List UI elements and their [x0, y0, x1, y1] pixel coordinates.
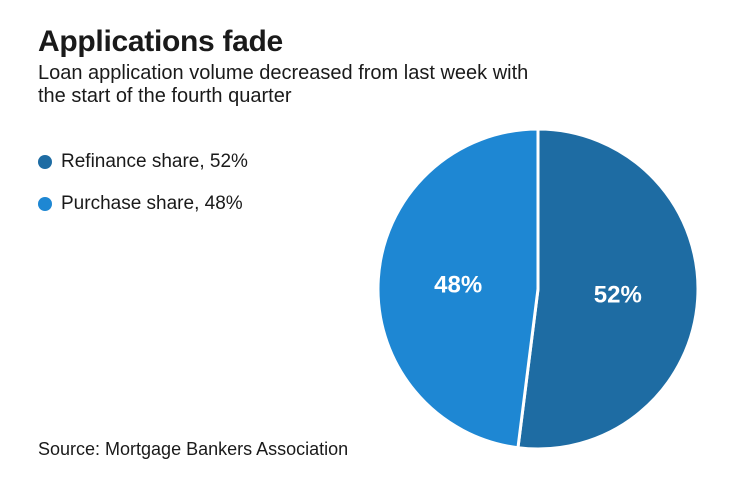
pie-data-label-refinance-share: 52% [594, 282, 642, 309]
legend: Refinance share, 52% Purchase share, 48% [38, 151, 248, 235]
legend-item-refinance-share: Refinance share, 52% [38, 151, 248, 173]
legend-item-purchase-share: Purchase share, 48% [38, 193, 248, 215]
legend-dot-icon [38, 155, 52, 169]
chart-subtitle: Loan application volume decreased from l… [38, 62, 529, 107]
pie-slice-refinance-share [516, 127, 700, 451]
legend-label: Purchase share, 48% [61, 193, 243, 214]
chart-title: Applications fade [38, 25, 283, 58]
source-note: Source: Mortgage Bankers Association [38, 439, 349, 459]
legend-dot-icon [38, 197, 52, 211]
pie-data-label-purchase-share: 48% [434, 272, 482, 299]
legend-label: Refinance share, 52% [61, 151, 248, 172]
pie-slice-purchase-share [376, 127, 540, 450]
